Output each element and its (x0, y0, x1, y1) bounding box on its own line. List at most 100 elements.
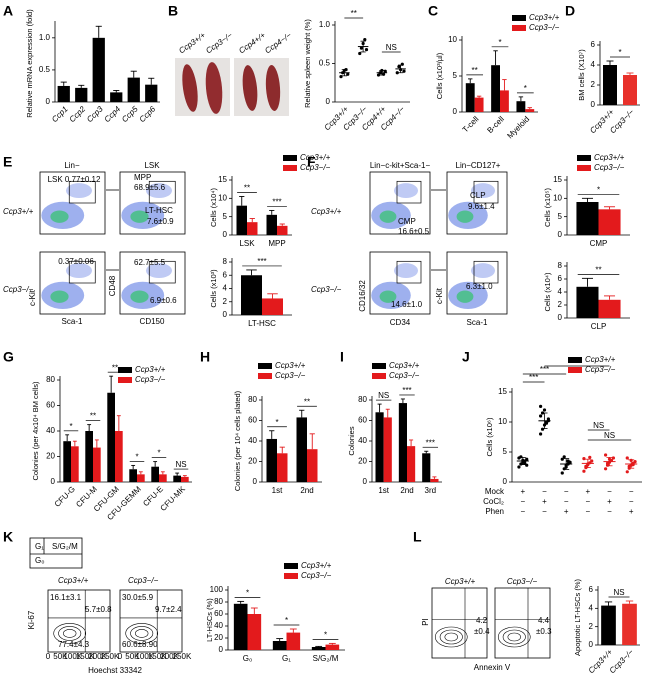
contour (439, 629, 463, 645)
y-axis-label: Cells (x10⁴) (543, 272, 552, 312)
data-point (542, 408, 547, 412)
y-tick-label: 0 (589, 640, 594, 649)
data-point (627, 464, 631, 468)
panel-label: F (307, 154, 316, 170)
figure-text: 16.1±3.1 (50, 593, 82, 602)
legend-swatch (258, 373, 272, 379)
y-tick-label: 20 (214, 633, 223, 642)
significance: *** (257, 257, 266, 266)
significance: ** (244, 184, 250, 193)
figure-text: 62.7±5.5 (134, 258, 166, 267)
figure-text: c-Kit (435, 287, 444, 304)
figure-text: Ccp3+/+ (311, 207, 342, 216)
figure-text: S/G₂/M (52, 542, 78, 551)
data-point (566, 459, 570, 463)
y-tick-label: 6 (589, 585, 594, 594)
photo (234, 58, 289, 116)
y-tick-label: 0 (453, 107, 458, 116)
density (146, 263, 172, 279)
data-point (588, 455, 592, 459)
significance: * (285, 616, 288, 625)
density (471, 183, 495, 199)
y-tick-label: 2 (591, 80, 596, 89)
legend-swatch (372, 363, 386, 369)
y-tick-label: 6 (558, 274, 563, 283)
bar (129, 469, 137, 482)
panel-label: L (413, 529, 422, 545)
figure-text: 68.9±5.6 (134, 183, 166, 192)
flow-axis-tick: 50K (125, 652, 140, 661)
significance: ** (472, 66, 478, 75)
y-tick-label: 10 (448, 35, 457, 44)
legend-swatch (372, 373, 386, 379)
figure-text: Lin−CD127+ (456, 161, 501, 170)
significance: NS (378, 391, 389, 400)
y-tick-label: 4 (558, 287, 563, 296)
panel-label: G (3, 349, 14, 365)
y-tick-label: 8 (223, 257, 228, 266)
legend-label: Ccp3+/+ (135, 365, 166, 374)
legend-swatch (568, 357, 582, 363)
figure-text: CMP (398, 217, 416, 226)
y-axis-label: Cells (x10⁴) (209, 187, 218, 227)
condition-mark: − (564, 487, 569, 496)
y-tick-label: 40 (358, 436, 367, 445)
panel-label: K (3, 529, 13, 545)
data-point (625, 470, 629, 474)
density (146, 183, 172, 199)
y-tick-label: 5 (453, 71, 458, 80)
x-tick-label: CMP (590, 239, 608, 248)
data-point (539, 404, 543, 408)
figure-text: PI (421, 618, 430, 626)
density (130, 210, 149, 223)
data-point (539, 432, 543, 436)
legend-swatch (283, 165, 297, 171)
x-tick-label: G₀ (243, 654, 253, 663)
spleen (242, 65, 258, 111)
condition-mark: − (629, 487, 634, 496)
density (66, 183, 92, 199)
figure-text: 9.7±2.4 (155, 605, 182, 614)
bar (266, 438, 277, 482)
figure-text: Lin−c-kit+Sca-1− (370, 161, 431, 170)
y-tick-label: 0 (558, 313, 563, 322)
figure-text: CD150 (140, 317, 165, 326)
figure-text: 77.4±4.3 (58, 640, 90, 649)
bar (500, 90, 509, 112)
legend-label: Ccp3+/+ (301, 561, 332, 570)
contour (497, 626, 531, 648)
y-axis-label: Apoptotic LT-HSCs (%) (573, 579, 582, 656)
significance: *** (272, 198, 281, 207)
bar (525, 109, 535, 112)
y-tick-label: 10 (553, 193, 562, 202)
density (394, 263, 418, 279)
figure-text: G₁ (35, 542, 44, 551)
figure-text: 6.3±1.0 (466, 282, 493, 291)
y-axis-label: Colonies (347, 426, 356, 455)
figure-text: G₀ (35, 556, 45, 565)
x-tick-label: 1st (378, 486, 389, 495)
bar (430, 478, 439, 482)
significance: * (275, 418, 278, 427)
condition-mark: − (542, 507, 547, 516)
significance: ** (90, 412, 96, 421)
y-tick-label: 10 (498, 417, 507, 426)
plot-frame (494, 587, 551, 659)
bar (576, 286, 599, 318)
contour (502, 629, 526, 645)
data-point (346, 72, 350, 76)
flow-axis-tick: 150K (148, 652, 167, 661)
significance: * (498, 38, 501, 47)
bar (127, 77, 140, 102)
bar (603, 65, 617, 105)
legend-swatch (118, 367, 132, 373)
y-tick-label: 60 (248, 416, 257, 425)
y-tick-label: 6 (223, 270, 228, 279)
data-point (611, 456, 616, 460)
y-axis-label: Cells (x10⁵) (543, 188, 552, 227)
y-tick-label: 2 (223, 297, 228, 306)
spleen-photos (175, 58, 289, 116)
y-tick-label: 80 (358, 395, 367, 404)
